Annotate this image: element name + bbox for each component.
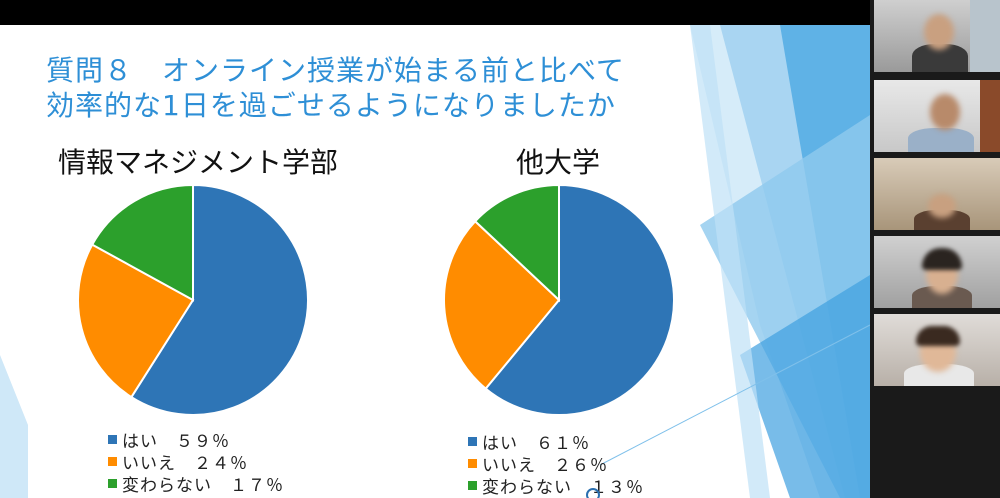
right-pie-chart <box>443 183 675 416</box>
video-tile-participant-2[interactable] <box>874 80 1000 152</box>
legend-label: 変わらない １７％ <box>122 475 284 496</box>
legend-swatch <box>108 456 117 466</box>
legend-label: 変わらない １３％ <box>482 477 644 498</box>
left-pie-chart <box>77 183 309 416</box>
right-chart-title: 他大学 <box>516 146 601 179</box>
legend-item-no: いいえ ２６％ <box>468 452 644 476</box>
legend-item-unchanged: 変わらない １７％ <box>108 472 284 496</box>
legend-label: いいえ ２４％ <box>122 453 248 474</box>
legend-item-no: いいえ ２４％ <box>108 450 284 474</box>
video-gallery-sidebar[interactable] <box>870 0 1000 498</box>
right-chart-legend: はい ６１％ いいえ ２６％ 変わらない １３％ <box>468 430 644 498</box>
pie-slice-yes <box>484 183 675 416</box>
slide-title-line1: 質問８ オンライン授業が始まる前と比べて <box>46 54 625 87</box>
legend-item-yes: はい ６１％ <box>468 430 644 454</box>
pie-slice-unchanged <box>473 183 560 303</box>
legend-label: はい ５９％ <box>122 431 230 452</box>
video-tile-participant-3[interactable] <box>874 158 1000 230</box>
pie-slice-no <box>443 219 561 391</box>
mouse-pointer-indicator <box>586 488 600 498</box>
legend-item-yes: はい ５９％ <box>108 428 284 452</box>
legend-swatch <box>108 478 117 488</box>
pie-slice-no <box>77 243 195 399</box>
left-chart-legend: はい ５９％ いいえ ２４％ 変わらない １７％ <box>108 428 284 496</box>
pie-slice-yes <box>129 183 309 416</box>
slide-background-decoration <box>0 25 870 498</box>
video-tile-participant-5[interactable] <box>874 314 1000 386</box>
slide-title-line2: 効率的な1日を過ごせるようになりましたか <box>46 89 616 122</box>
legend-swatch <box>108 434 117 444</box>
legend-label: はい ６１％ <box>482 433 590 454</box>
left-chart-title: 情報マネジメント学部 <box>58 146 339 179</box>
pie-slice-unchanged <box>90 183 194 302</box>
legend-item-unchanged: 変わらない １３％ <box>468 474 644 498</box>
legend-swatch <box>468 458 477 468</box>
presentation-slide: 質問８ オンライン授業が始まる前と比べて 効率的な1日を過ごせるようになりました… <box>0 25 870 498</box>
legend-label: いいえ ２６％ <box>482 455 608 476</box>
legend-swatch <box>468 436 477 446</box>
legend-swatch <box>468 480 477 490</box>
video-tile-participant-4[interactable] <box>874 236 1000 308</box>
video-tile-participant-1[interactable] <box>874 0 1000 72</box>
